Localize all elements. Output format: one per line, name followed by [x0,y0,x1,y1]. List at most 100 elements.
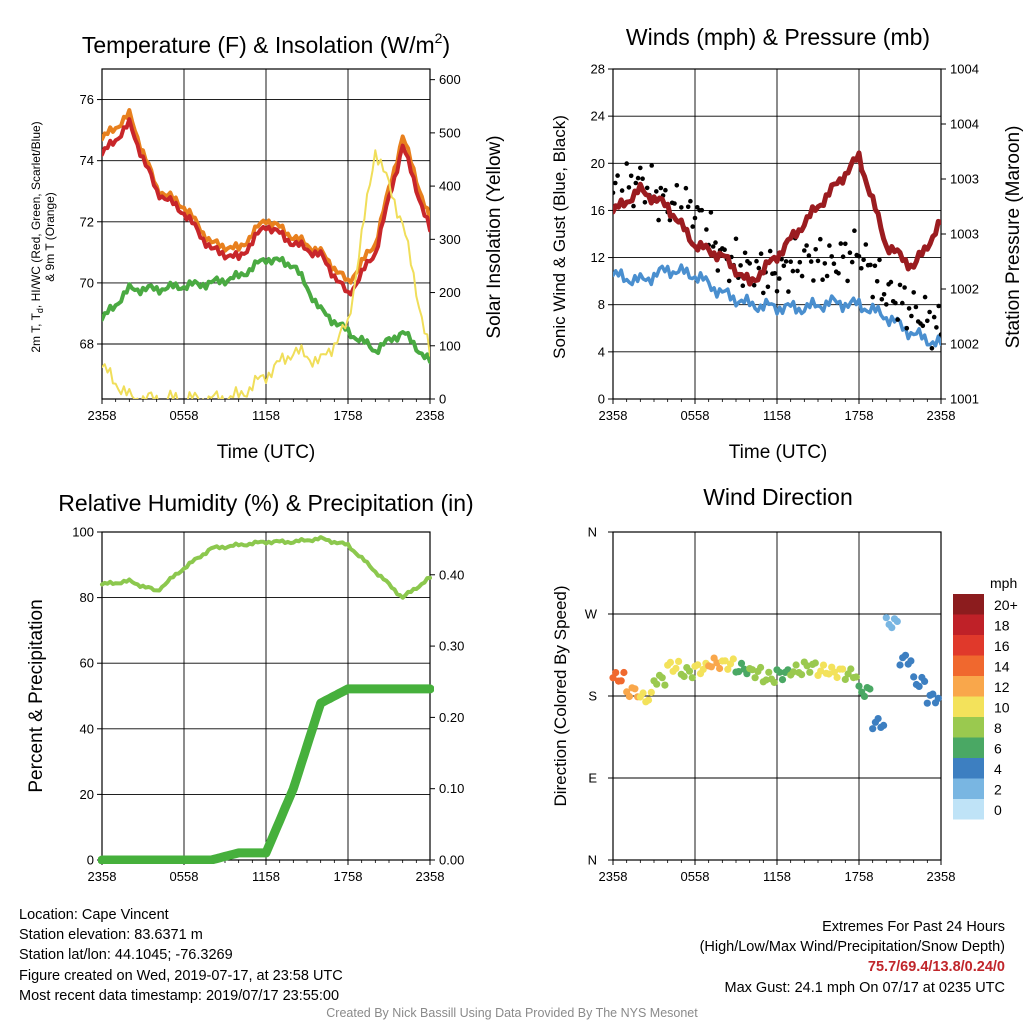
x-tick-label: 2358 [599,408,628,423]
x-tick-label: 1158 [763,869,791,884]
direction-point [680,672,688,681]
y2-tick-label: 1003 [950,172,979,187]
y2-tick-label: 0.00 [439,853,464,868]
direction-point [825,670,833,678]
colorbar-swatch [953,758,984,779]
direction-point [847,665,855,673]
gust-point [667,217,673,223]
gust-point [911,290,916,295]
gust-point [772,271,777,276]
gust-point [774,289,780,294]
x-tick-label: 0558 [681,408,710,423]
colorbar-label: 2 [994,782,1002,798]
gust-point [845,278,850,284]
gust-point [644,185,650,191]
colorbar-label: 14 [994,659,1010,675]
colorbar-swatch [953,614,984,635]
gust-point [742,250,748,256]
direction-point [806,668,814,676]
temperature-ylabel-left-2: & 9m T (Orange) [43,192,57,282]
gust-point [756,265,762,271]
direction-point [707,663,716,671]
direction-point [625,692,634,701]
gust-point [685,204,691,210]
y2-tick-label: 1004 [950,62,979,77]
winds-series [613,150,941,351]
direction-point [631,685,639,693]
direction-point [817,667,825,675]
gust-point [797,259,803,265]
elevation-text: Station elevation: 83.6371 m [19,927,203,944]
gust-point [874,279,880,284]
gust-point [820,277,825,283]
gust-point [628,173,634,179]
direction-point [716,664,724,673]
gust-point [795,268,800,274]
direction-point [653,680,661,688]
gust-point [642,200,648,205]
gust-point [897,282,903,288]
x-tick-label: 0558 [170,408,199,423]
gust-point [863,242,869,247]
gust-point [806,253,812,258]
gust-point [870,294,875,300]
direction-title: Wind Direction [703,484,853,510]
y2-tick-label: 600 [439,72,461,87]
gust-point [710,244,716,249]
y2-tick-label: 300 [439,232,461,247]
gust-point [909,313,914,319]
gust-point [751,282,757,288]
panel-humidity: 2358 0558 1158 1758 23580204060801000.000.10… [72,525,464,885]
temperature-series [102,108,430,399]
winds-xlabel: Time (UTC) [729,442,828,463]
direction-point [685,667,694,675]
colorbar-label: 18 [994,618,1010,634]
gust-point [852,228,857,233]
y2-tick-label: 0.40 [439,567,464,582]
y-tick-label: 12 [591,250,605,265]
gust-point [895,317,900,322]
winds-series-line [613,150,941,287]
direction-point [612,669,620,677]
gust-point [824,273,830,279]
gust-point [900,300,905,306]
winds-title: Winds (mph) & Pressure (mb) [626,24,930,50]
y-tick-label: 0 [598,392,605,407]
y-tick-label: 4 [598,344,605,359]
gust-point [613,190,616,196]
y-tick-label: 60 [80,656,94,671]
y2-tick-label: 500 [439,125,461,140]
gust-point [872,263,878,269]
colorbar-swatch [953,737,984,758]
temperature-series-line [102,149,430,399]
x-tick-label: 1158 [252,408,280,423]
direction-point [729,655,737,663]
gust-point [619,188,625,193]
gust-point [638,165,643,171]
direction-point [792,661,800,669]
direction-point [751,674,759,682]
direction-point [735,668,743,676]
gust-point [674,183,680,188]
direction-point [770,678,778,687]
x-tick-label: 2358 [88,869,117,884]
x-tick-label: 1158 [763,408,791,423]
y2-tick-label: 1001 [950,392,979,407]
direction-point [855,682,863,690]
precipitation-line [98,684,434,864]
gust-point [615,173,620,178]
x-tick-label: 1758 [334,869,363,884]
temperature-series-line [102,117,430,297]
gust-point [733,236,739,242]
extremes-values: 75.7/69.4/13.8/0.24/0 [867,959,1005,976]
colorbar-swatch [953,635,984,656]
temperature-ylabel-right: Solar Insolation (Yellow) [484,135,505,338]
gust-point [922,294,928,300]
colorbar-swatch [953,778,984,799]
x-tick-label: 0558 [170,869,199,884]
gust-point [913,304,919,310]
direction-point [661,681,669,689]
direction-point [778,676,787,684]
plot-panels: 2358 0558 1158 1758 235868707274760100200300… [72,62,1017,885]
gust-point [920,323,926,329]
